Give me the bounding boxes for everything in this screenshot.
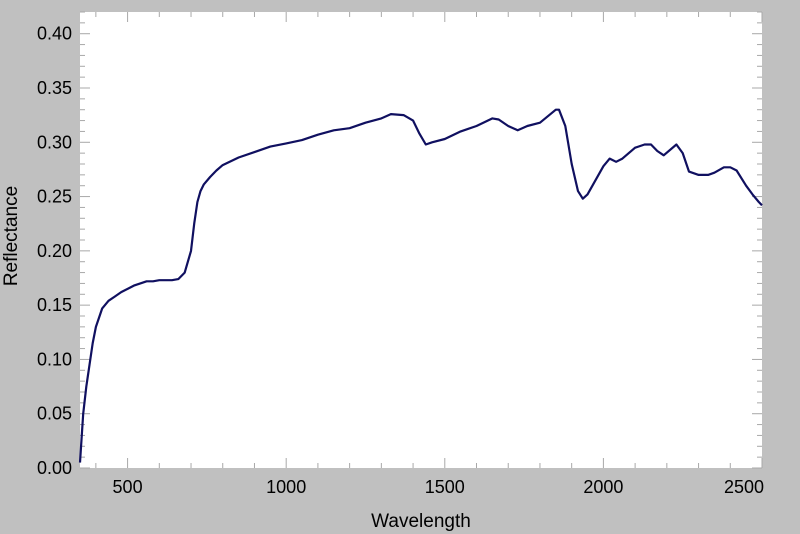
y-tick-label: 0.10 — [37, 349, 72, 369]
x-axis-title: Wavelength — [371, 511, 471, 532]
x-tick-label: 1000 — [266, 477, 306, 497]
y-tick-label: 0.40 — [37, 24, 72, 44]
y-tick-labels: 0.00 0.05 0.10 0.15 0.20 0.25 0.30 0.35 0.40 — [37, 24, 72, 478]
y-tick-label: 0.30 — [37, 132, 72, 152]
x-tick-label: 1500 — [425, 477, 465, 497]
y-tick-label: 0.05 — [37, 404, 72, 424]
y-tick-label: 0.35 — [37, 78, 72, 98]
y-axis-title: Reflectance — [1, 186, 22, 286]
x-tick-labels: 500 1000 1500 2000 2500 — [113, 477, 764, 497]
y-tick-label: 0.00 — [37, 458, 72, 478]
y-tick-label: 0.20 — [37, 241, 72, 261]
x-tick-label: 2000 — [583, 477, 623, 497]
major-ticks — [80, 12, 763, 469]
x-tick-label: 2500 — [724, 477, 764, 497]
y-tick-label: 0.25 — [37, 187, 72, 207]
minor-ticks — [80, 11, 762, 468]
x-tick-label: 500 — [113, 477, 143, 497]
reflectance-series-line — [78, 108, 763, 463]
y-tick-label: 0.15 — [37, 295, 72, 315]
plot-area — [80, 12, 762, 468]
